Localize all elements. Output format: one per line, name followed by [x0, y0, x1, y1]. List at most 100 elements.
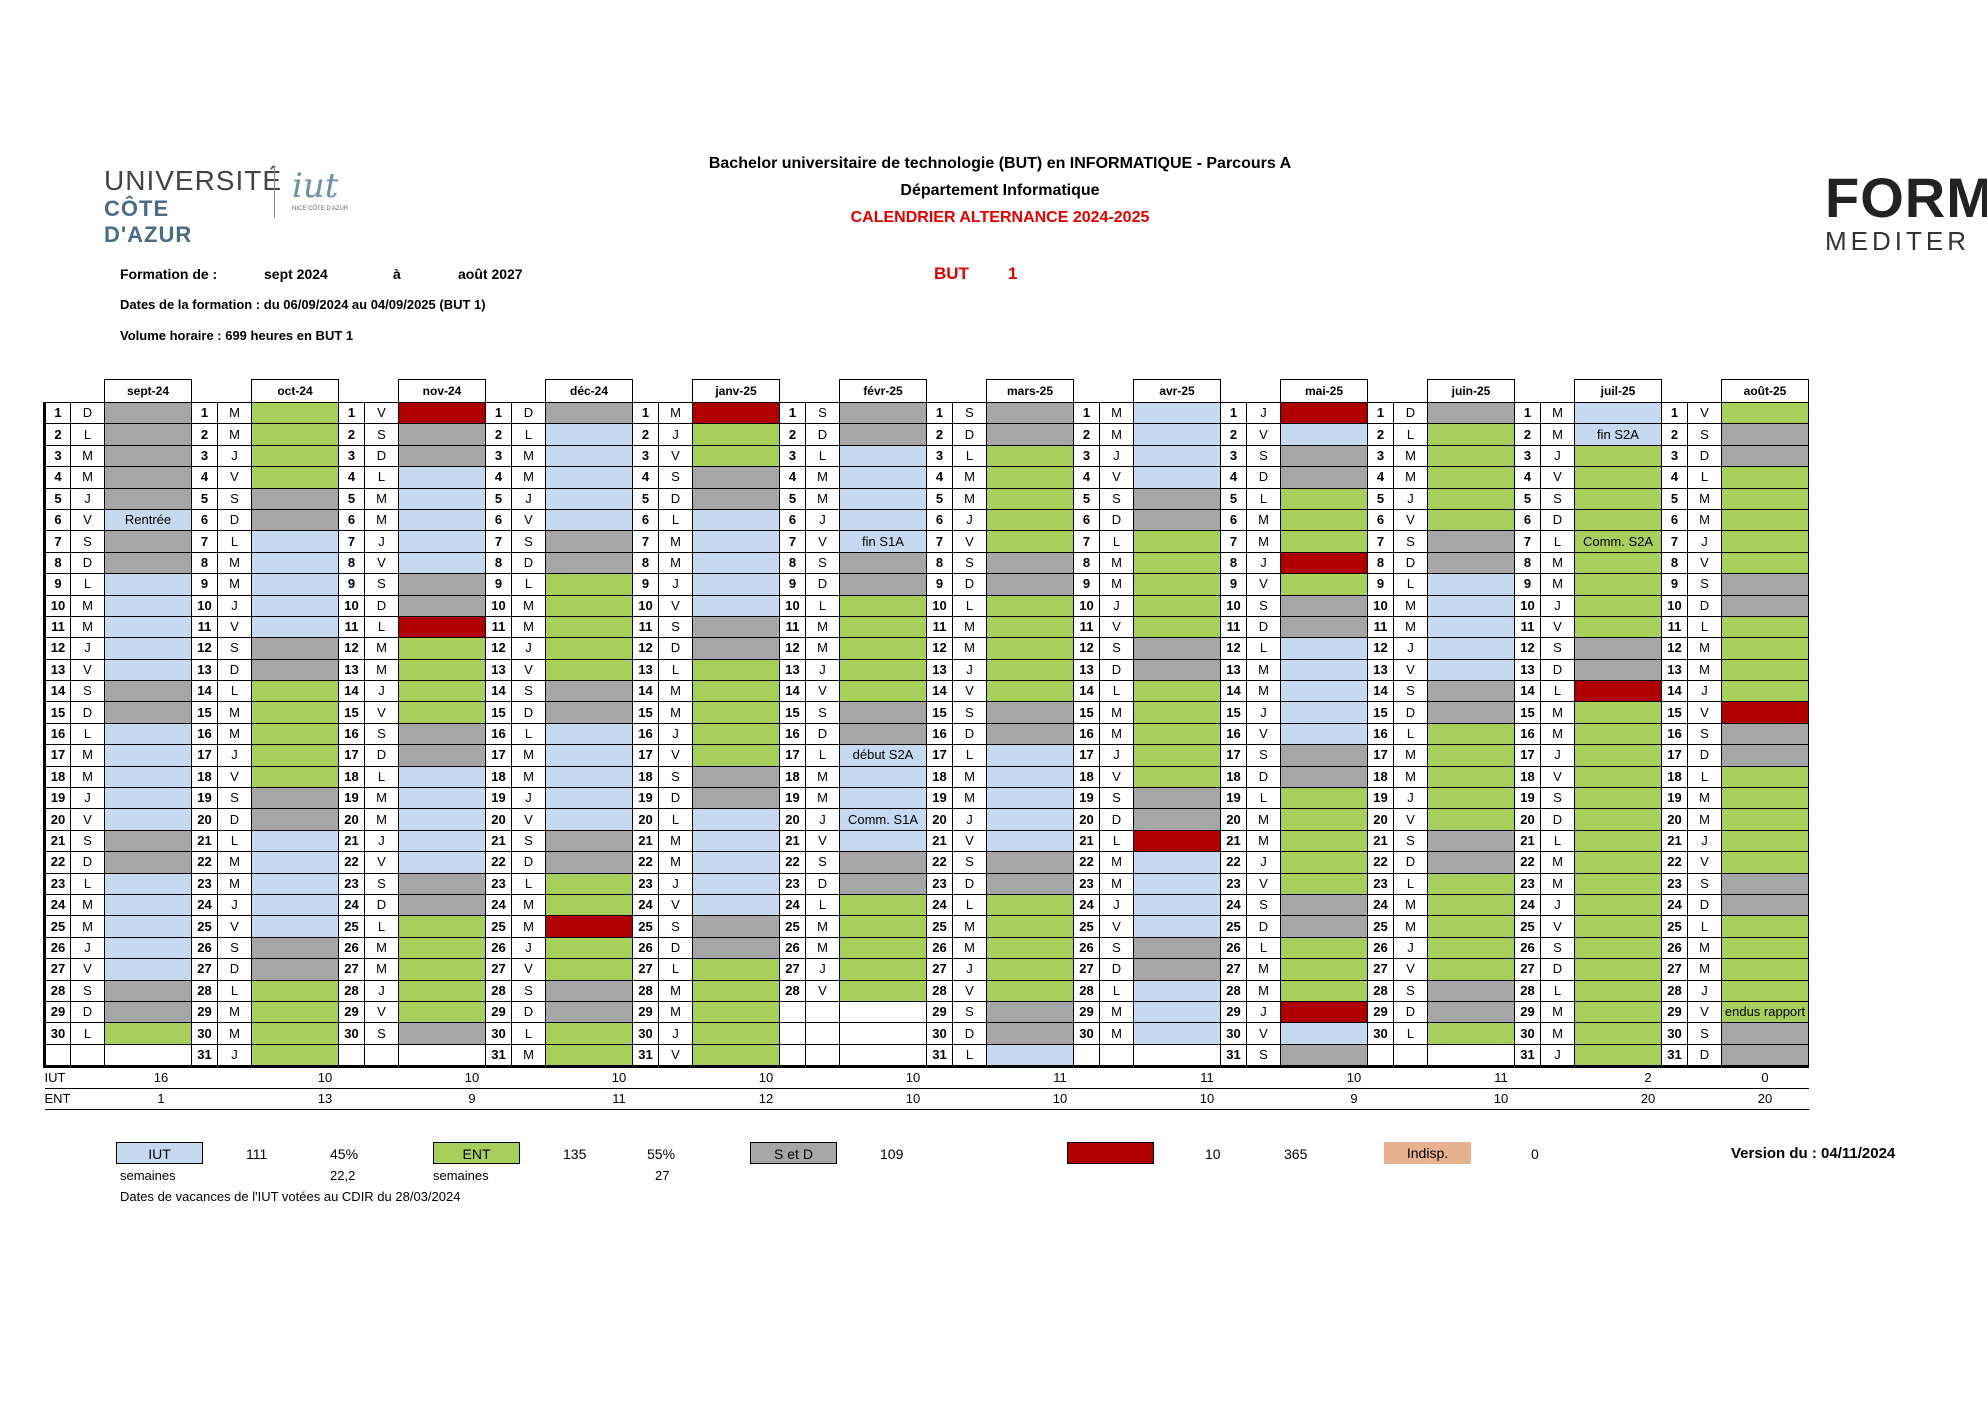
- weekday: D: [1540, 958, 1575, 981]
- day-number: 1: [485, 401, 512, 425]
- day-status-cell: [1133, 594, 1221, 617]
- weekday: D: [1246, 765, 1281, 789]
- day-number: 10: [1514, 594, 1541, 617]
- day-number: 22: [1073, 851, 1100, 874]
- day-number: 9: [1514, 573, 1541, 596]
- day-number: 29: [1220, 1000, 1247, 1024]
- day-status-cell: [1427, 1043, 1515, 1068]
- legend-indisp-count: 0: [1531, 1146, 1539, 1162]
- day-number: 19: [632, 787, 659, 810]
- day-number: 26: [1514, 936, 1541, 960]
- weekday: V: [217, 615, 252, 639]
- day-number: 29: [926, 1000, 953, 1024]
- day-number: 24: [779, 893, 806, 917]
- day-status-cell: [251, 979, 339, 1002]
- day-status-cell: [1427, 401, 1515, 425]
- day-number: 3: [191, 444, 218, 468]
- weekday: D: [658, 637, 693, 660]
- day-status-cell: [398, 530, 486, 553]
- day-number: 30: [1514, 1022, 1541, 1045]
- weekday: V: [70, 658, 105, 682]
- weekday: J: [805, 658, 840, 682]
- day-status-cell: [692, 744, 780, 767]
- day-number: 28: [338, 979, 365, 1002]
- day-status-cell: [251, 829, 339, 853]
- day-status-cell: [398, 637, 486, 660]
- day-status-cell: [1280, 1022, 1368, 1045]
- weekday: L: [1246, 637, 1281, 660]
- day-status-cell: [1133, 573, 1221, 596]
- day-status-cell: [986, 637, 1074, 660]
- weekday: S: [1246, 893, 1281, 917]
- weekday: V: [1687, 401, 1722, 425]
- weekday: L: [952, 744, 987, 767]
- day-number: 9: [632, 573, 659, 596]
- day-status-cell: [1280, 979, 1368, 1002]
- day-number: 4: [779, 466, 806, 489]
- day-status-cell: [1280, 1000, 1368, 1024]
- day-status-cell: [1133, 893, 1221, 917]
- day-status-cell: [839, 851, 927, 874]
- weekday: V: [1246, 1022, 1281, 1045]
- weekday: M: [1246, 680, 1281, 703]
- day-status-cell: [398, 915, 486, 938]
- weekday: L: [217, 979, 252, 1002]
- day-number: 18: [191, 765, 218, 789]
- day-number: 28: [1514, 979, 1541, 1002]
- weekday: M: [511, 466, 546, 489]
- day-number: 13: [338, 658, 365, 682]
- day-number: [43, 1043, 71, 1068]
- weekday: D: [1540, 508, 1575, 532]
- day-status-cell: Rentrée: [104, 508, 192, 532]
- weekday: J: [1393, 487, 1428, 510]
- weekday: D: [1099, 958, 1134, 981]
- day-number: 8: [1073, 551, 1100, 575]
- day-number: 17: [779, 744, 806, 767]
- day-number: 25: [191, 915, 218, 938]
- day-number: 16: [1367, 722, 1394, 746]
- day-number: 30: [338, 1022, 365, 1045]
- day-status-cell: [1133, 530, 1221, 553]
- forma-mediterranee-logo: FORMA MEDITER: [1825, 166, 1987, 257]
- day-number: 11: [1220, 615, 1247, 639]
- day-status-cell: [398, 829, 486, 853]
- weekday: M: [511, 893, 546, 917]
- weekday: L: [364, 765, 399, 789]
- day-status-cell: [839, 637, 927, 660]
- summary-value: 13: [251, 1088, 399, 1111]
- day-number: 23: [43, 872, 71, 895]
- day-number: 21: [779, 829, 806, 853]
- day-status-cell: [251, 893, 339, 917]
- day-number: 25: [485, 915, 512, 938]
- weekday: S: [511, 530, 546, 553]
- legend-sd-box: S et D: [750, 1142, 837, 1164]
- weekday: J: [1540, 744, 1575, 767]
- weekday: M: [1246, 530, 1281, 553]
- day-status-cell: [545, 808, 633, 831]
- day-status-cell: [1133, 551, 1221, 575]
- weekday: V: [70, 808, 105, 831]
- day-status-cell: [545, 401, 633, 425]
- weekday: D: [1246, 615, 1281, 639]
- month-header: juil-25: [1574, 379, 1662, 403]
- day-status-cell: [398, 658, 486, 682]
- weekday: M: [70, 765, 105, 789]
- day-status-cell: [692, 658, 780, 682]
- legend-iut-box: IUT: [116, 1142, 203, 1164]
- day-number: 25: [926, 915, 953, 938]
- day-number: 2: [926, 423, 953, 446]
- day-number: 31: [1220, 1043, 1247, 1068]
- weekday: M: [217, 423, 252, 446]
- weekday: D: [511, 701, 546, 724]
- day-status-cell: [1427, 808, 1515, 831]
- day-number: 13: [43, 658, 71, 682]
- weekday: S: [364, 872, 399, 895]
- day-status-cell: [104, 680, 192, 703]
- weekday: M: [1246, 658, 1281, 682]
- day-number: 2: [1367, 423, 1394, 446]
- day-number: 18: [1073, 765, 1100, 789]
- day-number: 6: [926, 508, 953, 532]
- day-number: 14: [485, 680, 512, 703]
- weekday: V: [217, 765, 252, 789]
- day-status-cell: [1574, 466, 1662, 489]
